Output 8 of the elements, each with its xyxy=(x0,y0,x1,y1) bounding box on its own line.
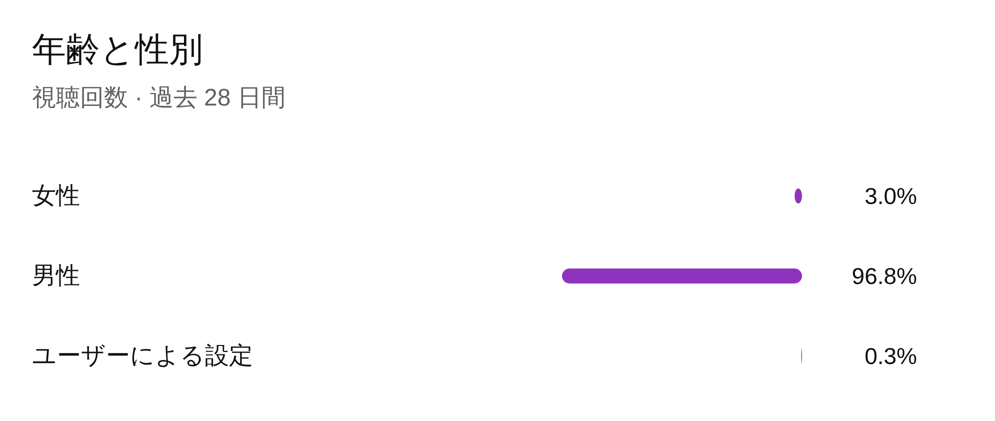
data-label: 96.8% xyxy=(852,263,917,289)
category-label: ユーザーによる設定 xyxy=(32,342,253,370)
subtitle: 視聴回数 · 過去 28 日間 xyxy=(32,84,286,112)
data-label: 3.0% xyxy=(864,183,917,209)
category-label: 男性 xyxy=(32,262,80,290)
title: 年齢と性別 xyxy=(32,31,203,69)
category-label: 女性 xyxy=(32,182,80,210)
data-label: 0.3% xyxy=(864,343,917,369)
